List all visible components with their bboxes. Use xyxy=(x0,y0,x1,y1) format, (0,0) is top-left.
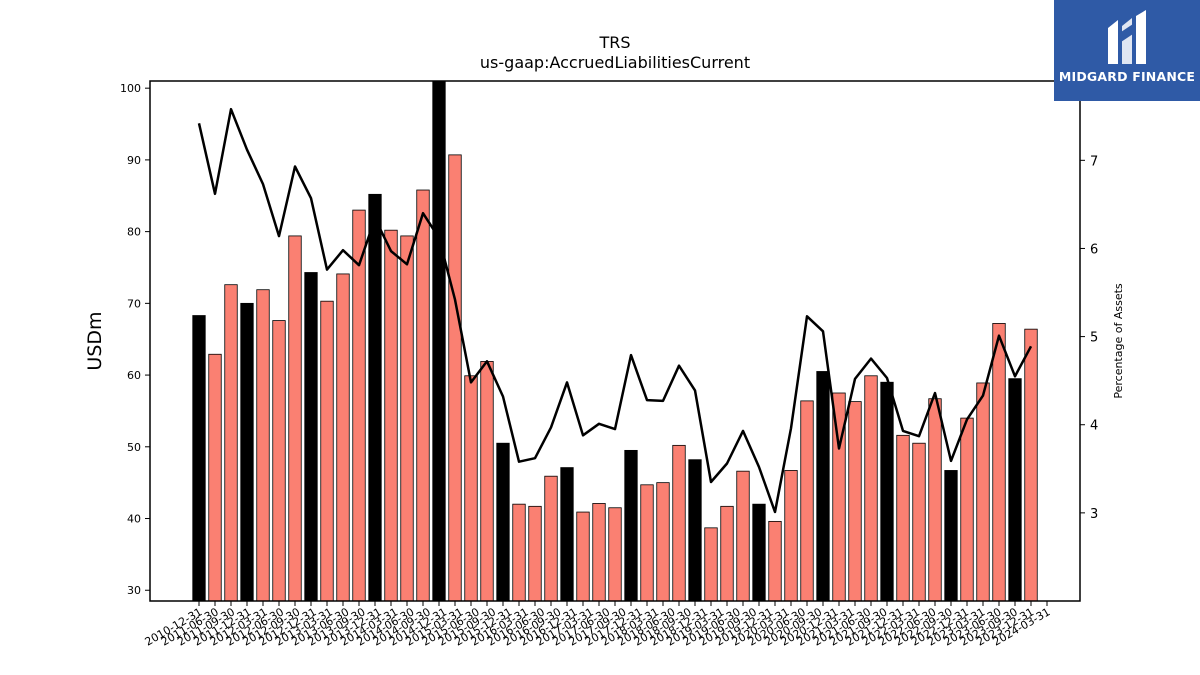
bar xyxy=(608,507,622,601)
y2-axis-label: Percentage of Assets xyxy=(1112,283,1125,399)
bar xyxy=(912,442,926,601)
bar xyxy=(352,209,366,601)
logo-mark-icon xyxy=(1108,10,1146,64)
bar xyxy=(464,375,478,601)
bar xyxy=(368,193,382,601)
bar xyxy=(800,400,814,601)
bar xyxy=(880,381,894,601)
bar xyxy=(704,527,718,601)
bar xyxy=(432,81,446,601)
bar xyxy=(576,511,590,601)
bar xyxy=(640,484,654,601)
bar xyxy=(736,470,750,601)
y-tick-label: 40 xyxy=(127,513,141,526)
bar xyxy=(592,503,606,601)
bar xyxy=(256,289,270,601)
bar xyxy=(272,320,286,601)
y-tick-label: 70 xyxy=(127,297,141,310)
bar xyxy=(528,505,542,601)
logo-text: MIDGARD FINANCE xyxy=(1058,69,1196,84)
bar xyxy=(336,273,350,601)
bar xyxy=(688,459,702,601)
bar xyxy=(240,302,254,601)
bar xyxy=(192,315,206,601)
chart-subtitle: us-gaap:AccruedLiabilitiesCurrent xyxy=(479,53,751,72)
y2-tick-label: 4 xyxy=(1090,419,1098,434)
y2-tick-label: 3 xyxy=(1090,507,1098,522)
bar xyxy=(672,444,686,601)
bar xyxy=(896,434,910,601)
bar xyxy=(208,353,222,601)
bar xyxy=(288,235,302,601)
bar xyxy=(992,323,1006,601)
bar xyxy=(224,284,238,601)
bar xyxy=(624,449,638,601)
bar xyxy=(752,503,766,601)
bar xyxy=(944,470,958,601)
y2-tick-label: 6 xyxy=(1090,242,1098,257)
bar xyxy=(560,467,574,601)
bar xyxy=(960,417,974,601)
bar xyxy=(816,371,830,601)
bar xyxy=(384,229,398,601)
y-tick-label: 90 xyxy=(127,154,141,167)
bar xyxy=(864,375,878,601)
bar xyxy=(544,475,558,601)
y-tick-label: 60 xyxy=(127,369,141,382)
bar xyxy=(768,520,782,601)
y-tick-label: 50 xyxy=(127,441,141,454)
percentage-line xyxy=(197,107,1033,514)
bar xyxy=(448,154,462,601)
bar xyxy=(320,300,334,601)
bar xyxy=(656,482,670,601)
bar xyxy=(848,401,862,601)
bar xyxy=(1024,328,1038,601)
bar xyxy=(480,361,494,601)
y2-tick-label: 7 xyxy=(1090,154,1098,169)
y2-tick-label: 5 xyxy=(1090,331,1098,346)
bar xyxy=(304,272,318,601)
bar xyxy=(928,398,942,601)
bar xyxy=(784,470,798,601)
bar xyxy=(416,189,430,601)
bar xyxy=(512,503,526,601)
y-axis-label: USDm xyxy=(84,311,106,370)
y-tick-label: 30 xyxy=(127,584,141,597)
y-tick-label: 80 xyxy=(127,226,141,239)
bar xyxy=(976,382,990,601)
y-tick-label: 100 xyxy=(120,82,141,95)
bar xyxy=(400,235,414,601)
bar xyxy=(720,505,734,601)
bar xyxy=(1008,378,1022,601)
bar xyxy=(832,392,846,601)
chart-title: TRS xyxy=(599,33,631,52)
bar xyxy=(496,442,510,601)
midgard-finance-logo: MIDGARD FINANCE xyxy=(1054,0,1200,101)
